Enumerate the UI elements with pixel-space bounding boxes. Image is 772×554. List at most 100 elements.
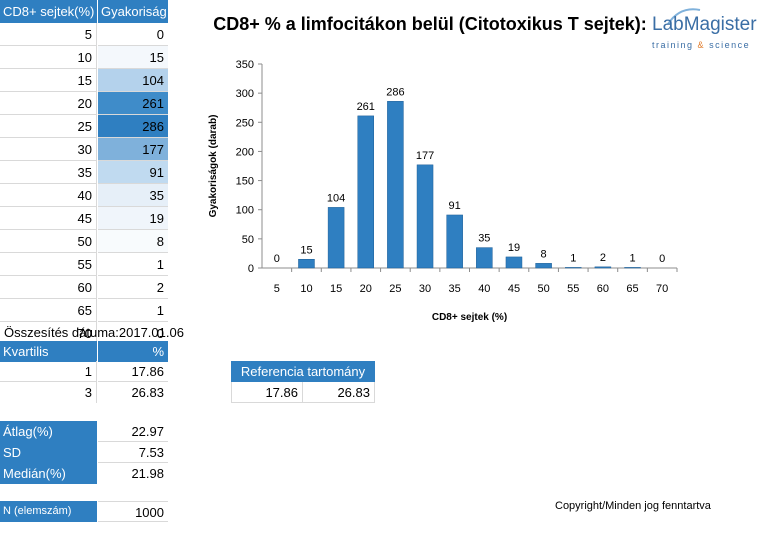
quartile-q1-value: 17.86 [98, 361, 168, 382]
freq-header-y: Gyakoriság [98, 0, 168, 23]
freq-header-x: CD8+ sejtek(%) [0, 0, 97, 23]
x-tick-label: 35 [449, 283, 461, 295]
quartile-q3-value: 26.83 [131, 385, 164, 400]
reference-low: 17.86 [231, 382, 303, 403]
data-label: 2 [600, 252, 606, 264]
freq-cell-x: 30 [0, 138, 97, 161]
freq-cell-x: 45 [0, 207, 97, 230]
freq-table-row: 10 15 [0, 46, 168, 69]
summary-date-value: 2017.01.06 [118, 325, 184, 340]
mean-label: Átlag(%) [0, 421, 97, 442]
freq-table-row: 45 19 [0, 207, 168, 230]
freq-table-row: 60 2 [0, 276, 168, 299]
x-tick-label: 70 [656, 283, 668, 295]
bar [535, 263, 552, 269]
n-label: N (elemszám) [0, 501, 97, 522]
quartile-q1: 1 [0, 361, 97, 382]
x-tick-label: 5 [274, 283, 280, 295]
data-label: 1 [570, 252, 576, 264]
freq-cell-y: 177 [98, 138, 168, 161]
summary-date: Összesítés dátuma:2017.01.06 [4, 322, 204, 343]
freq-table-row: 35 91 [0, 161, 168, 184]
freq-table-row: 20 261 [0, 92, 168, 115]
reference-high: 26.83 [303, 382, 375, 403]
freq-cell-y: 104 [98, 69, 168, 92]
freq-cell-y: 8 [98, 230, 168, 253]
freq-cell-x: 65 [0, 299, 97, 322]
bar [416, 164, 434, 269]
bar [476, 247, 493, 269]
freq-cell-y: 1 [98, 299, 168, 322]
quartile-q3: 3 [0, 382, 97, 403]
freq-cell-y: 15 [98, 46, 168, 69]
x-tick-label: 60 [597, 283, 609, 295]
freq-cell-x: 55 [0, 253, 97, 276]
freq-cell-x: 25 [0, 115, 97, 138]
freq-cell-x: 35 [0, 161, 97, 184]
data-label: 19 [508, 242, 520, 254]
freq-cell-y: 286 [98, 115, 168, 138]
freq-cell-y: 261 [98, 92, 168, 115]
bar [505, 256, 523, 269]
mean-value: 22.97 [98, 421, 168, 442]
freq-table-row: 30 177 [0, 138, 168, 161]
sd-value: 7.53 [98, 442, 168, 463]
bar [624, 267, 641, 269]
median-label: Medián(%) [0, 463, 97, 484]
median-value: 21.98 [131, 466, 164, 481]
freq-table-row: 15 104 [0, 69, 168, 92]
y-tick-label: 200 [236, 146, 254, 158]
x-tick-label: 45 [508, 283, 520, 295]
freq-cell-y: 91 [98, 161, 168, 184]
bar [357, 115, 374, 269]
y-tick-label: 100 [236, 205, 254, 217]
bar [387, 101, 404, 269]
x-tick-label: 30 [419, 283, 431, 295]
y-tick-label: 50 [242, 234, 254, 246]
x-tick-label: 40 [478, 283, 490, 295]
x-tick-label: 65 [626, 283, 638, 295]
freq-cell-y: 1 [98, 253, 168, 276]
y-tick-label: 350 [236, 59, 254, 71]
data-label: 91 [449, 200, 461, 212]
data-label: 35 [478, 233, 490, 245]
freq-table-row: 50 8 [0, 230, 168, 253]
y-tick-label: 150 [236, 176, 254, 188]
quartile-header-label: Kvartilis [0, 341, 97, 362]
x-tick-label: 55 [567, 283, 579, 295]
x-tick-label: 10 [300, 283, 312, 295]
freq-cell-y: 19 [98, 207, 168, 230]
data-label: 286 [386, 86, 404, 98]
x-tick-label: 25 [389, 283, 401, 295]
freq-cell-x: 60 [0, 276, 97, 299]
sd-label: SD [0, 442, 97, 463]
y-axis-label: Gyakoriságok (darab) [208, 115, 219, 218]
data-label: 177 [416, 150, 434, 162]
x-tick-label: 50 [537, 283, 549, 295]
data-label: 0 [274, 253, 280, 265]
freq-cell-y: 0 [98, 23, 168, 46]
freq-cell-x: 20 [0, 92, 97, 115]
freq-table-row: 40 35 [0, 184, 168, 207]
data-label: 1 [629, 252, 635, 264]
reference-title: Referencia tartomány [231, 361, 375, 382]
data-label: 261 [357, 101, 375, 113]
n-value: 1000 [98, 501, 168, 522]
logo-graphic: LabMagister training & science [652, 8, 757, 50]
chart-title: CD8+ % a limfocitákon belül (Citotoxikus… [213, 14, 647, 34]
freq-cell-x: 5 [0, 23, 97, 46]
logo-name: LabMagister [652, 14, 757, 35]
y-tick-label: 0 [248, 263, 254, 275]
bar [327, 207, 345, 269]
copyright-text: Copyright/Minden jog fenntartva [555, 500, 711, 512]
freq-table-row: 65 1 [0, 299, 168, 322]
logo-tagline: training & science [652, 40, 750, 50]
x-tick-label: 15 [330, 283, 342, 295]
freq-cell-x: 40 [0, 184, 97, 207]
freq-cell-x: 10 [0, 46, 97, 69]
x-axis-label: CD8+ sejtek (%) [432, 312, 507, 323]
y-tick-label: 250 [236, 117, 254, 129]
freq-cell-x: 50 [0, 230, 97, 253]
quartile-header-pct: % [98, 341, 168, 362]
